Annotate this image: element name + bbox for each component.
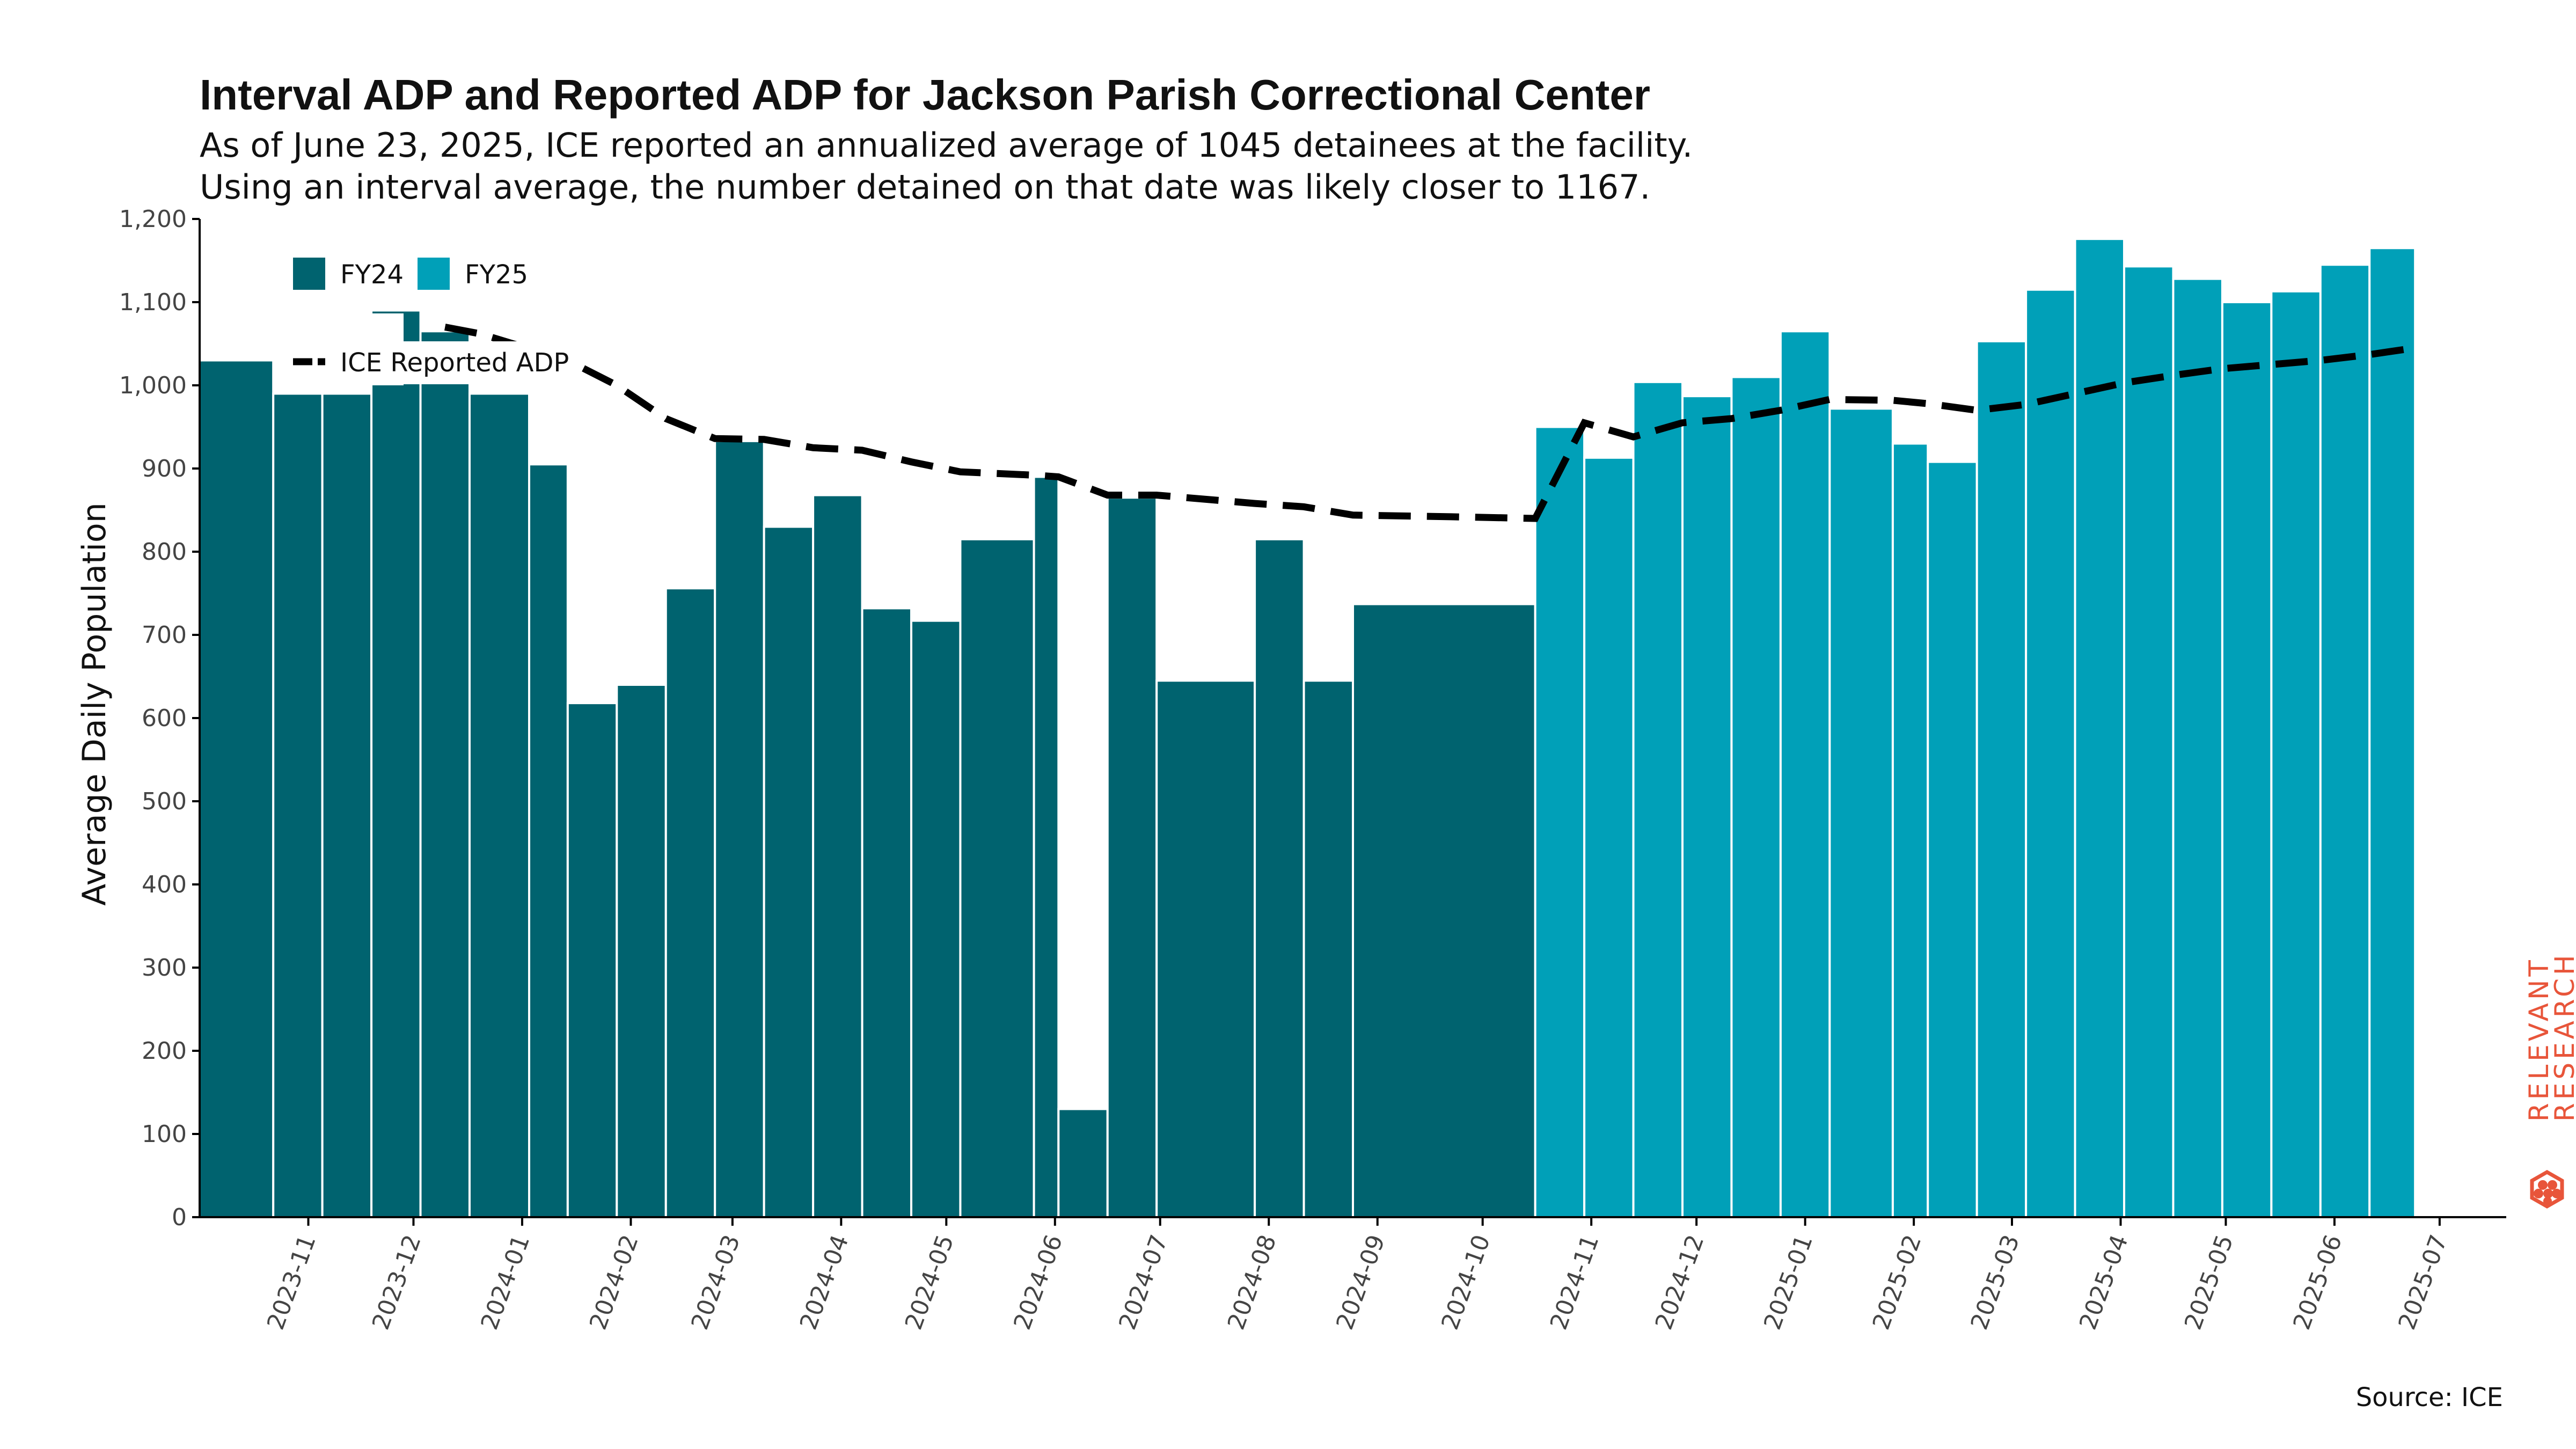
ice-reported-adp-line: [444, 324, 2416, 522]
x-tick-label: 2024-08: [1223, 1231, 1282, 1333]
bar-fy24-1: [272, 392, 324, 1218]
bar-fy25-15: [2270, 290, 2322, 1218]
bar-fy24-17: [1057, 1108, 1109, 1218]
bar-fy24-16: [1033, 475, 1060, 1218]
bar-fy24-5: [468, 392, 531, 1218]
y-tick-label: 700: [142, 621, 187, 649]
bar-fy24-2: [321, 392, 373, 1218]
x-tick-label: 2025-03: [1966, 1231, 2025, 1333]
bar-fy24-6: [528, 463, 569, 1218]
bar-fy24-4: [419, 330, 471, 1218]
chart-title: Interval ADP and Reported ADP for Jackso…: [200, 71, 1650, 119]
y-tick-label: 500: [142, 788, 187, 815]
y-tick-label: 100: [142, 1121, 187, 1148]
bar-fy24-20: [1254, 538, 1305, 1218]
bar-fy24-12: [812, 494, 863, 1218]
bar-fy25-3: [1681, 395, 1733, 1218]
bar-fy25-1: [1583, 456, 1635, 1218]
y-axis-label: Average Daily Population: [76, 502, 113, 906]
bar-fy24-0: [199, 359, 275, 1218]
x-tick-label: 2024-09: [1331, 1231, 1391, 1333]
x-axis-ticks: 2023-11 2023-12 2024-01 2024-02 2024-03 2024-…: [262, 1217, 2453, 1334]
bar-fy24-21: [1302, 679, 1355, 1218]
bar-fy24-13: [861, 607, 912, 1218]
x-tick-label: 2025-07: [2393, 1231, 2453, 1333]
y-tick-label: 1,100: [119, 289, 187, 316]
source-note: Source: ICE: [2356, 1382, 2503, 1413]
bar-fy25-12: [2123, 265, 2175, 1219]
bar-fy24-7: [566, 702, 618, 1218]
legend-swatch-fy25: [418, 258, 450, 290]
brand-text-line-1: RELEVANT: [2523, 957, 2555, 1122]
bar-fy24-19: [1155, 679, 1256, 1218]
x-tick-label: 2024-07: [1114, 1231, 1173, 1333]
legend-label-fy24: FY24: [340, 260, 404, 290]
bar-fy25-10: [2025, 288, 2076, 1218]
legend-label-line: ICE Reported ADP: [340, 348, 569, 378]
bar-fy24-10: [714, 440, 765, 1218]
y-tick-label: 600: [142, 705, 187, 732]
bar-fy24-9: [664, 587, 716, 1218]
bar-fy24-14: [910, 619, 962, 1218]
y-tick-label: 200: [142, 1037, 187, 1065]
bar-fy25-13: [2172, 277, 2223, 1218]
y-tick-label: 300: [142, 954, 187, 982]
bar-fy24-3: [370, 309, 422, 1218]
chart-subtitle-line-2: Using an interval average, the number de…: [200, 167, 1650, 207]
brand-hexagon-icon: [2530, 1169, 2564, 1209]
x-tick-label: 2024-12: [1650, 1231, 1710, 1333]
x-tick-label: 2024-11: [1545, 1231, 1605, 1333]
brand-logo: RELEVANT RESEARCH: [2523, 952, 2576, 1209]
x-tick-label: 2025-02: [1868, 1231, 1927, 1333]
y-tick-label: 1,000: [119, 372, 187, 399]
y-tick-label: 0: [172, 1204, 187, 1231]
x-tick-label: 2023-11: [262, 1231, 321, 1333]
bar-fy25-2: [1632, 380, 1684, 1218]
bar-fy25-0: [1534, 426, 1586, 1218]
x-tick-label: 2023-12: [367, 1231, 427, 1333]
legend-swatch-fy24: [293, 258, 325, 290]
y-tick-label: 1,200: [119, 206, 187, 233]
bar-fy25-5: [1779, 330, 1831, 1218]
y-tick-label: 900: [142, 455, 187, 482]
bar-fy25-11: [2074, 238, 2126, 1219]
chart-subtitle-line-1: As of June 23, 2025, ICE reported an ann…: [200, 126, 1693, 165]
bar-fy24-11: [763, 525, 815, 1218]
legend: FY24 FY25 ICE Reported ADP: [286, 243, 575, 385]
bar-fy25-14: [2221, 301, 2273, 1218]
x-tick-label: 2024-04: [795, 1231, 854, 1333]
bar-fy24-15: [959, 538, 1035, 1218]
x-tick-label: 2025-01: [1759, 1231, 1818, 1333]
y-tick-label: 400: [142, 871, 187, 898]
x-tick-label: 2024-02: [584, 1231, 644, 1333]
bar-fy25-6: [1828, 407, 1894, 1218]
x-tick-label: 2024-05: [900, 1231, 960, 1333]
legend-label-fy25: FY25: [465, 260, 528, 290]
x-tick-label: 2024-06: [1008, 1231, 1068, 1333]
x-tick-label: 2024-10: [1436, 1231, 1496, 1333]
bar-fy25-7: [1891, 442, 1929, 1218]
legend-line-background: [286, 341, 575, 384]
bar-fy24-8: [616, 684, 667, 1218]
x-tick-label: 2025-04: [2074, 1231, 2134, 1333]
bar-fy25-4: [1730, 376, 1782, 1218]
bar-fy24-22: [1352, 603, 1536, 1218]
bar-fy25-16: [2319, 264, 2371, 1218]
x-tick-label: 2024-01: [475, 1231, 535, 1333]
y-axis-ticks: 0 100 200 300 400 500 600 700 800 900 1,000 1,100 1,…: [119, 206, 200, 1231]
brand-text-line-2: RESEARCH: [2549, 952, 2576, 1122]
x-tick-label: 2024-03: [686, 1231, 745, 1333]
bars-fy24: [199, 309, 1536, 1218]
y-tick-label: 800: [142, 538, 187, 566]
bar-fy25-17: [2368, 247, 2417, 1218]
bar-fy24-18: [1106, 496, 1158, 1218]
bars-fy25: [1534, 238, 2417, 1219]
x-tick-label: 2025-05: [2179, 1231, 2239, 1333]
bar-fy25-9: [1975, 340, 2028, 1218]
bar-fy25-8: [1927, 460, 1978, 1218]
x-tick-label: 2025-06: [2288, 1231, 2347, 1333]
